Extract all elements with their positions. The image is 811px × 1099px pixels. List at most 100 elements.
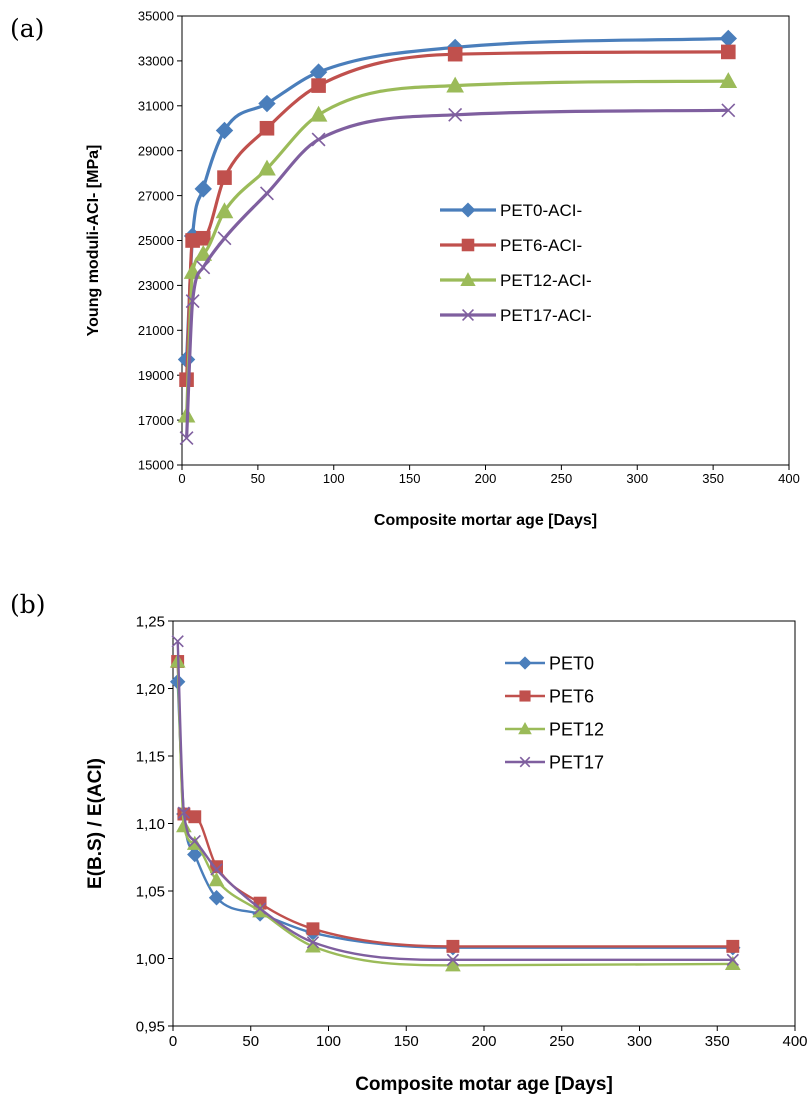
data-point xyxy=(187,846,203,863)
chart-a-young-moduli: 0 50 100 150 200 250 300 350 400 15000 17000 19000 2… xyxy=(85,9,800,529)
x-tick-label: 300 xyxy=(626,471,648,486)
data-point xyxy=(446,953,460,967)
y-tick-label: 1,20 xyxy=(136,681,165,698)
legend-item: PET17-ACI- xyxy=(440,306,592,325)
data-point xyxy=(311,78,326,93)
legend-marker xyxy=(518,722,532,735)
data-point xyxy=(719,72,738,89)
y-tick-label: 1,00 xyxy=(136,951,165,968)
x-tick-label: 250 xyxy=(551,471,573,486)
data-point xyxy=(445,957,461,972)
series-pet6-aci xyxy=(179,44,736,387)
x-tick-label: 150 xyxy=(399,471,421,486)
panel-label-a: (a) xyxy=(10,14,45,43)
x-tick-label: 300 xyxy=(627,1033,652,1050)
legend-label: PET12-ACI- xyxy=(500,271,592,290)
legend-item: PET0-ACI- xyxy=(440,201,582,220)
x-axis-title: Composite motar age [Days] xyxy=(355,1074,613,1095)
legend-label: PET12 xyxy=(549,719,604,739)
legend-item: PET12 xyxy=(505,719,604,739)
legend-item: PET6 xyxy=(505,686,594,706)
data-point xyxy=(217,170,232,185)
legend-label: PET0-ACI- xyxy=(500,201,582,220)
data-point xyxy=(721,44,736,60)
y-axis-title: E(B.S) / E(ACI) xyxy=(85,758,106,889)
x-tick-label: 200 xyxy=(471,1033,496,1050)
y-tick-label: 1,05 xyxy=(136,883,165,900)
legend-label: PET17-ACI- xyxy=(500,306,592,325)
data-point xyxy=(210,863,223,876)
data-point xyxy=(188,834,201,848)
data-point xyxy=(447,46,463,62)
data-point xyxy=(726,939,740,953)
y-tick-label: 15000 xyxy=(138,458,174,473)
data-point xyxy=(446,76,464,93)
x-tick-label: 350 xyxy=(702,471,724,486)
legend: PET0 PET6 PET12 PET17 xyxy=(505,653,604,772)
legend: PET0-ACI- PET6-ACI- PET12-ACI- PET17-ACI- xyxy=(440,201,592,325)
x-tick-label: 250 xyxy=(549,1033,574,1050)
data-point xyxy=(260,186,274,201)
legend-label: PET6 xyxy=(549,686,594,706)
series-pet17-aci xyxy=(179,103,736,446)
data-point xyxy=(309,105,328,122)
legend-marker xyxy=(461,308,475,322)
legend-marker xyxy=(519,690,531,702)
legend-label: PET6-ACI- xyxy=(500,236,582,255)
series-pet17 xyxy=(171,635,739,967)
data-point xyxy=(194,180,212,198)
data-point xyxy=(306,936,320,949)
legend-item: PET12-ACI- xyxy=(440,271,592,290)
x-tick-label: 50 xyxy=(242,1033,259,1050)
y-tick-label: 17000 xyxy=(138,413,174,428)
x-axis-title: Composite mortar age [Days] xyxy=(374,512,597,529)
legend-marker xyxy=(519,756,531,768)
y-tick-label: 29000 xyxy=(138,143,174,158)
x-tick-label: 100 xyxy=(323,471,345,486)
legend-marker xyxy=(460,202,476,218)
y-tick-label: 1,10 xyxy=(136,816,165,833)
y-tick-label: 1,15 xyxy=(136,748,165,765)
legend-label: PET17 xyxy=(549,752,604,772)
x-tick-label: 0 xyxy=(169,1033,177,1050)
data-point xyxy=(258,94,276,113)
data-point xyxy=(446,939,460,953)
data-point xyxy=(311,132,326,147)
data-point xyxy=(215,202,234,219)
data-point xyxy=(171,635,184,648)
y-tick-label: 23000 xyxy=(138,278,174,293)
y-tick-label: 35000 xyxy=(138,9,174,24)
series-pet12-aci xyxy=(177,72,738,423)
plot-area xyxy=(181,15,790,466)
data-point xyxy=(194,244,213,261)
legend-marker xyxy=(518,656,532,670)
legend-item: PET17 xyxy=(505,752,604,772)
plot-area xyxy=(172,620,796,1027)
data-point xyxy=(726,953,739,967)
data-point xyxy=(258,159,276,176)
x-tick-label: 50 xyxy=(251,471,265,486)
legend-marker xyxy=(461,238,475,252)
data-point xyxy=(253,902,267,915)
data-point xyxy=(306,922,320,936)
data-point xyxy=(177,806,191,819)
data-point xyxy=(179,431,194,446)
y-tick-label: 27000 xyxy=(138,188,174,203)
x-tick-label: 400 xyxy=(782,1033,807,1050)
y-tick-label: 33000 xyxy=(138,54,174,69)
data-point xyxy=(188,810,202,824)
legend-item: PET6-ACI- xyxy=(440,236,582,255)
y-tick-label: 0,95 xyxy=(136,1018,165,1035)
y-tick-label: 19000 xyxy=(138,368,174,383)
data-point xyxy=(196,260,211,275)
y-tick-label: 1,25 xyxy=(136,613,165,630)
data-point xyxy=(208,890,225,906)
y-axis-title: Young moduli-ACI- [MPa] xyxy=(85,145,102,337)
chart-b-modulus-ratio: 0 50 100 150 200 250 300 350 400 0,95 1,00 1,05 1,10… xyxy=(85,613,808,1095)
y-tick-label: 25000 xyxy=(138,233,174,248)
x-tick-label: 150 xyxy=(394,1033,419,1050)
y-tick-label: 21000 xyxy=(138,323,174,338)
data-point xyxy=(215,121,234,140)
x-tick-label: 0 xyxy=(178,471,185,486)
